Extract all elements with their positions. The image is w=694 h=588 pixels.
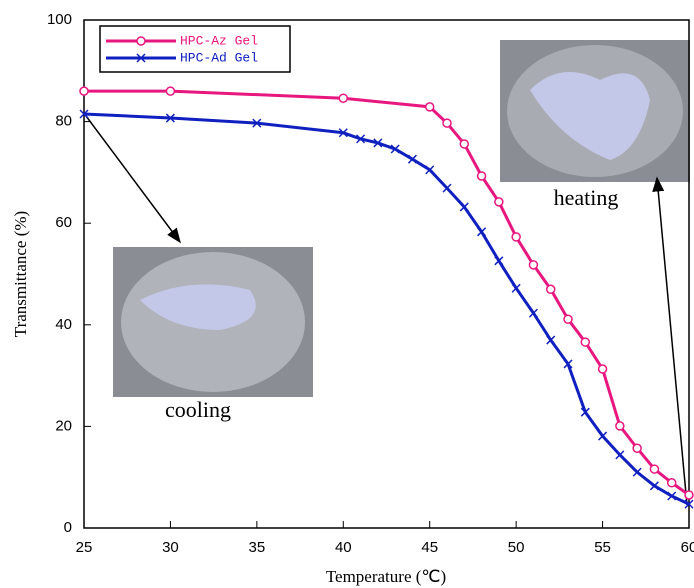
- point: [443, 184, 451, 192]
- point: [599, 432, 607, 440]
- point: [512, 233, 520, 241]
- point: [599, 365, 607, 373]
- point: [650, 465, 658, 473]
- y-axis-label: Transmittance (%): [11, 211, 30, 337]
- x-tick-label: 45: [421, 539, 438, 556]
- arrow: [86, 116, 180, 242]
- point: [633, 444, 641, 452]
- point: [668, 479, 676, 487]
- y-tick-label: 40: [55, 316, 72, 333]
- point: [478, 172, 486, 180]
- legend-label: HPC-Ad Gel: [180, 50, 258, 65]
- point: [633, 468, 641, 476]
- point: [616, 451, 624, 459]
- chart: cooling heating Temperature (℃) Transmit…: [0, 0, 694, 588]
- annotation: cooling: [165, 397, 231, 422]
- x-tick-label: 25: [76, 539, 93, 556]
- point: [564, 315, 572, 323]
- x-tick-label: 55: [594, 539, 611, 556]
- point: [426, 103, 434, 111]
- point: [443, 119, 451, 127]
- x-tick-label: 60: [681, 539, 694, 556]
- y-tick-label: 0: [64, 519, 72, 536]
- point: [460, 140, 468, 148]
- point: [529, 261, 537, 269]
- point: [339, 94, 347, 102]
- y-tick-label: 20: [55, 417, 72, 434]
- point: [80, 87, 88, 95]
- point: [166, 87, 174, 95]
- x-tick-label: 35: [249, 539, 266, 556]
- x-tick-label: 40: [335, 539, 352, 556]
- point: [495, 198, 503, 206]
- x-axis-label: Temperature (℃): [326, 567, 446, 586]
- point: [685, 491, 693, 499]
- point: [616, 422, 624, 430]
- x-tick-label: 30: [162, 539, 179, 556]
- legend-marker: [137, 37, 145, 45]
- legend-label: HPC-Az Gel: [180, 33, 258, 48]
- y-tick-label: 60: [55, 214, 72, 231]
- y-tick-label: 80: [55, 113, 72, 130]
- point: [547, 336, 555, 344]
- x-tick-label: 50: [508, 539, 525, 556]
- point: [581, 338, 589, 346]
- point: [547, 285, 555, 293]
- point: [460, 203, 468, 211]
- y-tick-label: 100: [47, 11, 72, 28]
- arrow: [657, 178, 687, 505]
- point: [529, 309, 537, 317]
- annotation: heating: [554, 185, 619, 210]
